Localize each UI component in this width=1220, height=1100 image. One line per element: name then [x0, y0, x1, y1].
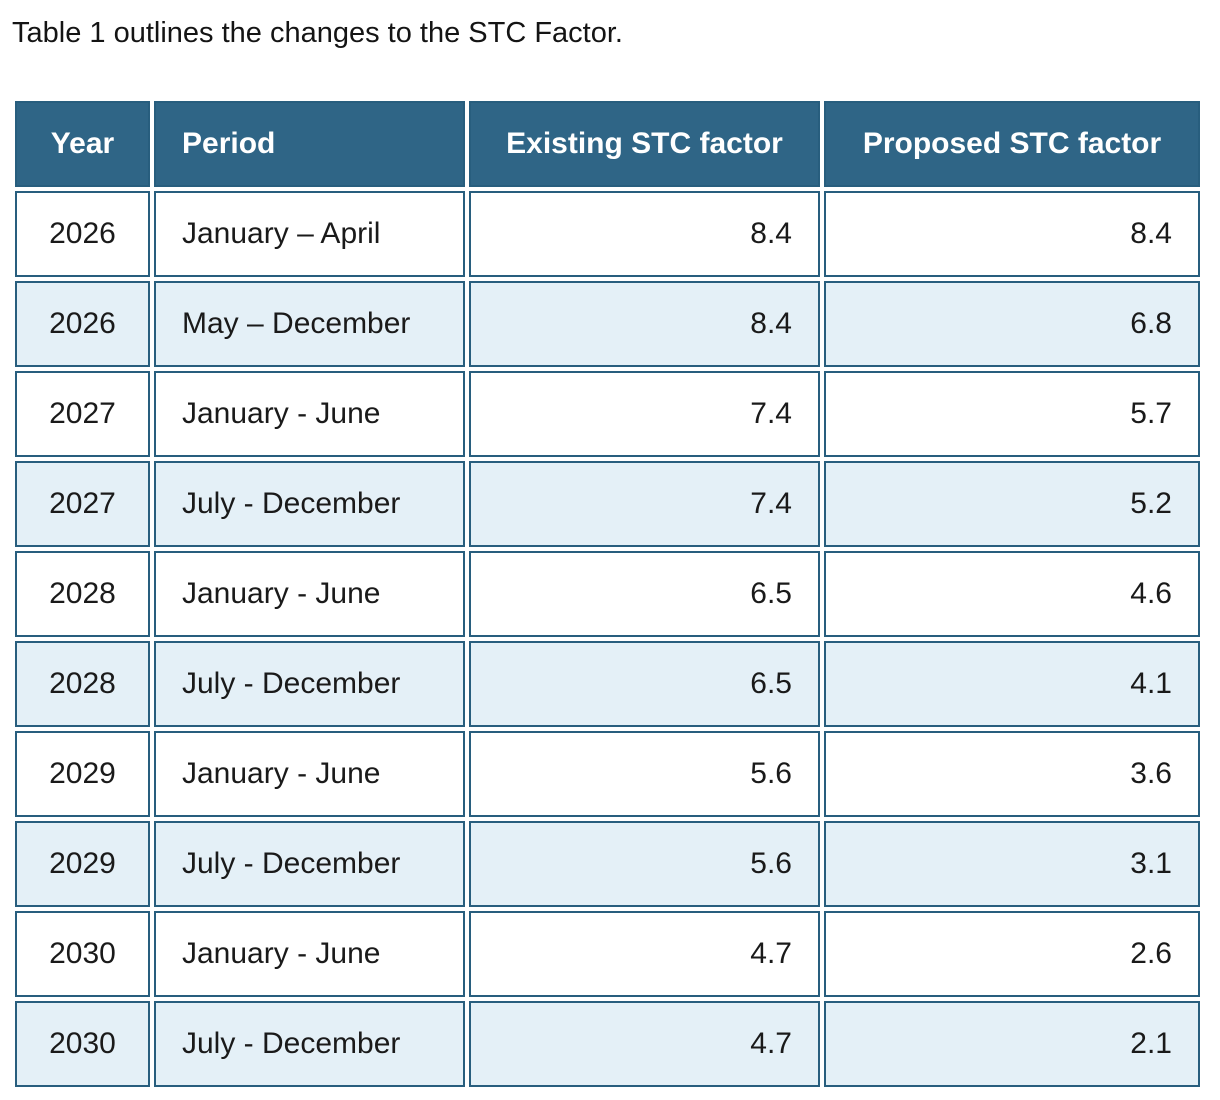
column-header-proposed-stc-factor: Proposed STC factor [824, 101, 1200, 187]
proposed-factor-cell: 8.4 [824, 191, 1200, 277]
period-cell: May – December [154, 281, 465, 367]
stc-factor-table: Year Period Existing STC factor Proposed… [11, 97, 1204, 1091]
table-row: 2026 May – December 8.4 6.8 [15, 281, 1200, 367]
column-header-period: Period [154, 101, 465, 187]
table-row: 2029 July - December 5.6 3.1 [15, 821, 1200, 907]
period-cell: January - June [154, 551, 465, 637]
period-cell: July - December [154, 1001, 465, 1087]
column-header-year: Year [15, 101, 150, 187]
year-cell: 2028 [15, 641, 150, 727]
proposed-factor-cell: 3.6 [824, 731, 1200, 817]
table-row: 2027 July - December 7.4 5.2 [15, 461, 1200, 547]
table-row: 2028 July - December 6.5 4.1 [15, 641, 1200, 727]
year-cell: 2030 [15, 1001, 150, 1087]
table-header-row: Year Period Existing STC factor Proposed… [15, 101, 1200, 187]
stc-table-container: Year Period Existing STC factor Proposed… [11, 97, 1220, 1091]
existing-factor-cell: 4.7 [469, 1001, 820, 1087]
table-row: 2028 January - June 6.5 4.6 [15, 551, 1200, 637]
year-cell: 2028 [15, 551, 150, 637]
period-cell: January - June [154, 911, 465, 997]
table-row: 2030 January - June 4.7 2.6 [15, 911, 1200, 997]
period-cell: January - June [154, 371, 465, 457]
existing-factor-cell: 8.4 [469, 191, 820, 277]
column-header-existing-stc-factor: Existing STC factor [469, 101, 820, 187]
year-cell: 2029 [15, 821, 150, 907]
proposed-factor-cell: 5.2 [824, 461, 1200, 547]
proposed-factor-cell: 4.1 [824, 641, 1200, 727]
existing-factor-cell: 5.6 [469, 821, 820, 907]
year-cell: 2030 [15, 911, 150, 997]
table-row: 2026 January – April 8.4 8.4 [15, 191, 1200, 277]
existing-factor-cell: 8.4 [469, 281, 820, 367]
existing-factor-cell: 7.4 [469, 371, 820, 457]
table-row: 2027 January - June 7.4 5.7 [15, 371, 1200, 457]
proposed-factor-cell: 6.8 [824, 281, 1200, 367]
existing-factor-cell: 6.5 [469, 641, 820, 727]
year-cell: 2026 [15, 191, 150, 277]
table-row: 2030 July - December 4.7 2.1 [15, 1001, 1200, 1087]
period-cell: January - June [154, 731, 465, 817]
proposed-factor-cell: 2.6 [824, 911, 1200, 997]
period-cell: July - December [154, 461, 465, 547]
page-caption: Table 1 outlines the changes to the STC … [12, 17, 623, 49]
period-cell: January – April [154, 191, 465, 277]
proposed-factor-cell: 2.1 [824, 1001, 1200, 1087]
period-cell: July - December [154, 641, 465, 727]
existing-factor-cell: 4.7 [469, 911, 820, 997]
proposed-factor-cell: 4.6 [824, 551, 1200, 637]
year-cell: 2026 [15, 281, 150, 367]
year-cell: 2029 [15, 731, 150, 817]
table-body: 2026 January – April 8.4 8.4 2026 May – … [15, 191, 1200, 1087]
existing-factor-cell: 5.6 [469, 731, 820, 817]
proposed-factor-cell: 5.7 [824, 371, 1200, 457]
existing-factor-cell: 6.5 [469, 551, 820, 637]
proposed-factor-cell: 3.1 [824, 821, 1200, 907]
year-cell: 2027 [15, 461, 150, 547]
existing-factor-cell: 7.4 [469, 461, 820, 547]
period-cell: July - December [154, 821, 465, 907]
table-row: 2029 January - June 5.6 3.6 [15, 731, 1200, 817]
year-cell: 2027 [15, 371, 150, 457]
